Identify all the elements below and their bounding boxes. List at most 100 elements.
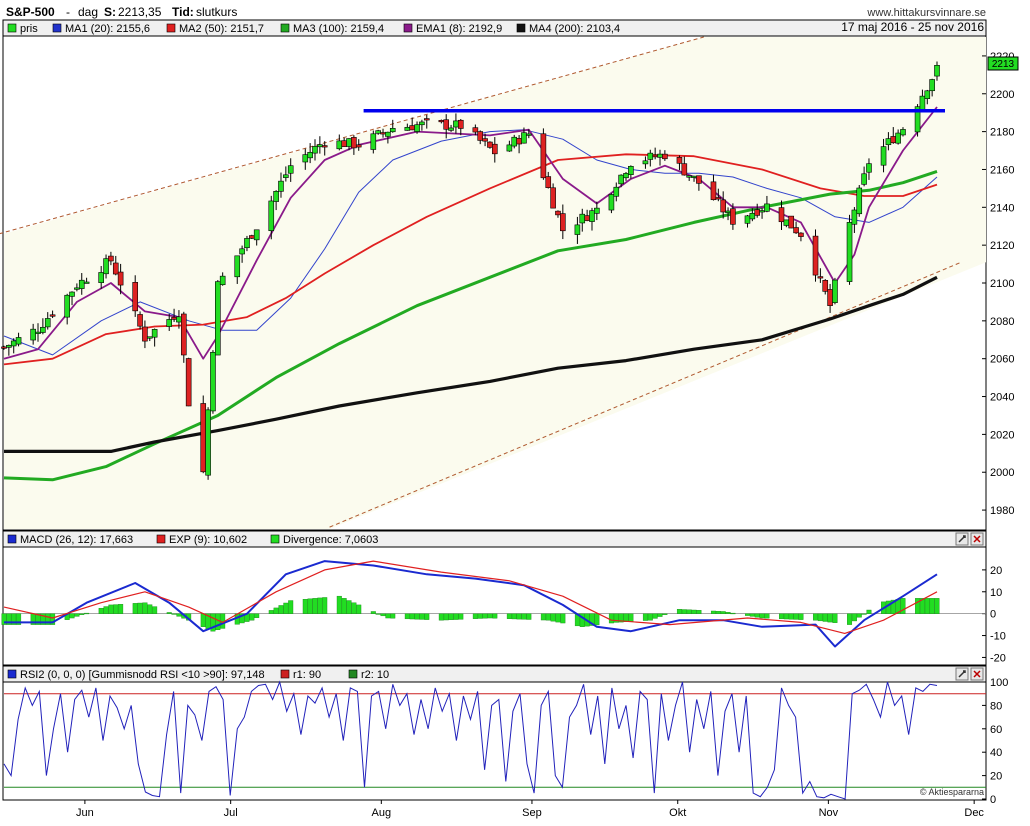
x-tick-label: Sep [522,807,542,819]
candle-body [83,281,90,284]
candle-body [15,337,22,345]
divergence-bar [273,607,279,614]
candle-body [171,316,177,320]
ma-line [3,169,938,482]
candle-body [861,173,867,185]
divergence-bar [526,613,532,620]
legend-swatch [348,669,358,679]
divergence-bar [453,613,459,620]
candle-body [642,160,649,165]
candle-body [112,262,119,275]
candle-body [40,326,46,333]
close-icon [973,535,981,543]
candle-body [491,143,498,155]
divergence-bar [759,613,765,619]
y-tick-label: 2000 [990,467,1014,479]
y-tick-label: 2120 [990,240,1014,252]
x-tick-label: Nov [819,807,839,819]
candle-body [783,219,790,226]
y-tick-label: 2200 [990,89,1014,101]
last-label: S: [104,5,116,19]
candle-body [778,207,785,223]
candle-body [423,118,430,121]
y-tick-label: 100 [990,677,1008,689]
y-tick-label: 2040 [990,392,1014,404]
candle-body [375,130,381,134]
divergence-bar [477,613,483,619]
divergence-bar [390,613,396,619]
divergence-bar [550,613,556,622]
legend-entry: Divergence: 7,0603 [283,534,378,546]
candle-body [696,175,702,184]
candle-body [239,248,245,255]
divergence-bar [118,604,124,614]
candle-body [613,186,620,197]
candle-body [812,235,819,276]
candle-body [78,279,85,289]
macd-panel-controls [955,532,984,546]
legend-swatch [280,669,290,679]
candle-body [574,224,581,235]
candle-body [846,222,853,282]
divergence-bar [521,613,527,620]
candle-body [856,187,863,215]
divergence-bar [69,613,75,619]
candle-body [555,210,561,216]
y-tick-label: -10 [990,631,1006,643]
divergence-bar [681,609,687,614]
divergence-bar [419,613,425,620]
legend-entry: MA3 (100): 2159,4 [293,23,384,35]
macd-y-axis: -20 -10 0 10 20 [982,565,1006,664]
candle-body [827,289,833,306]
legend-entry: MA2 (50): 2151,7 [179,23,264,35]
divergence-bar [487,613,493,619]
divergence-bar [492,613,498,619]
main-y-axis: 1980 2000 2020 2040 2060 2080 2100 2120 2140 2160… [982,51,1014,517]
x-axis: Jun Jul Aug Sep Okt Nov Dec [76,800,984,819]
candle-body [234,255,241,278]
candle-body [506,144,513,152]
candle-body [686,175,692,178]
candle-body [710,181,717,201]
divergence-bar [589,613,595,626]
divergence-bar [594,613,600,626]
candle-body [832,279,838,303]
price-tag-box [987,56,1019,71]
y-tick-label: -20 [990,652,1006,664]
wrench-icon [958,670,966,678]
divergence-bar [11,613,17,625]
divergence-bar [764,613,770,619]
candle-body [720,199,726,213]
divergence-bar [788,613,794,620]
price-tag-text: 2213 [992,59,1015,70]
divergence-bar [210,613,216,632]
divergence-bar [142,602,148,614]
divergence-bar [254,613,260,618]
divergence-bar [438,613,444,621]
y-tick-label: 10 [990,587,1002,599]
divergence-bar [555,613,561,623]
candle-body [409,125,415,131]
divergence-bar [915,598,921,614]
candle-body [380,132,386,135]
candle-body [749,212,756,220]
candle-body [302,154,309,163]
candle-body [652,154,658,158]
legend-entry: r1: 90 [293,669,321,681]
candle-body [589,210,595,222]
divergence-bar [779,613,785,620]
candle-body [628,165,634,176]
divergence-bar [856,613,862,618]
ma-line [3,153,938,366]
divergence-bar [691,609,697,614]
last-value: 2213,35 [118,5,162,19]
candle-body [623,173,629,179]
candle-body [1,346,7,349]
moving-averages [3,106,938,482]
type-label: Tid: [172,5,194,19]
candle-body [166,319,173,327]
wrench-icon [958,535,966,543]
candle-body [351,137,357,149]
divergence-bar [341,598,347,614]
